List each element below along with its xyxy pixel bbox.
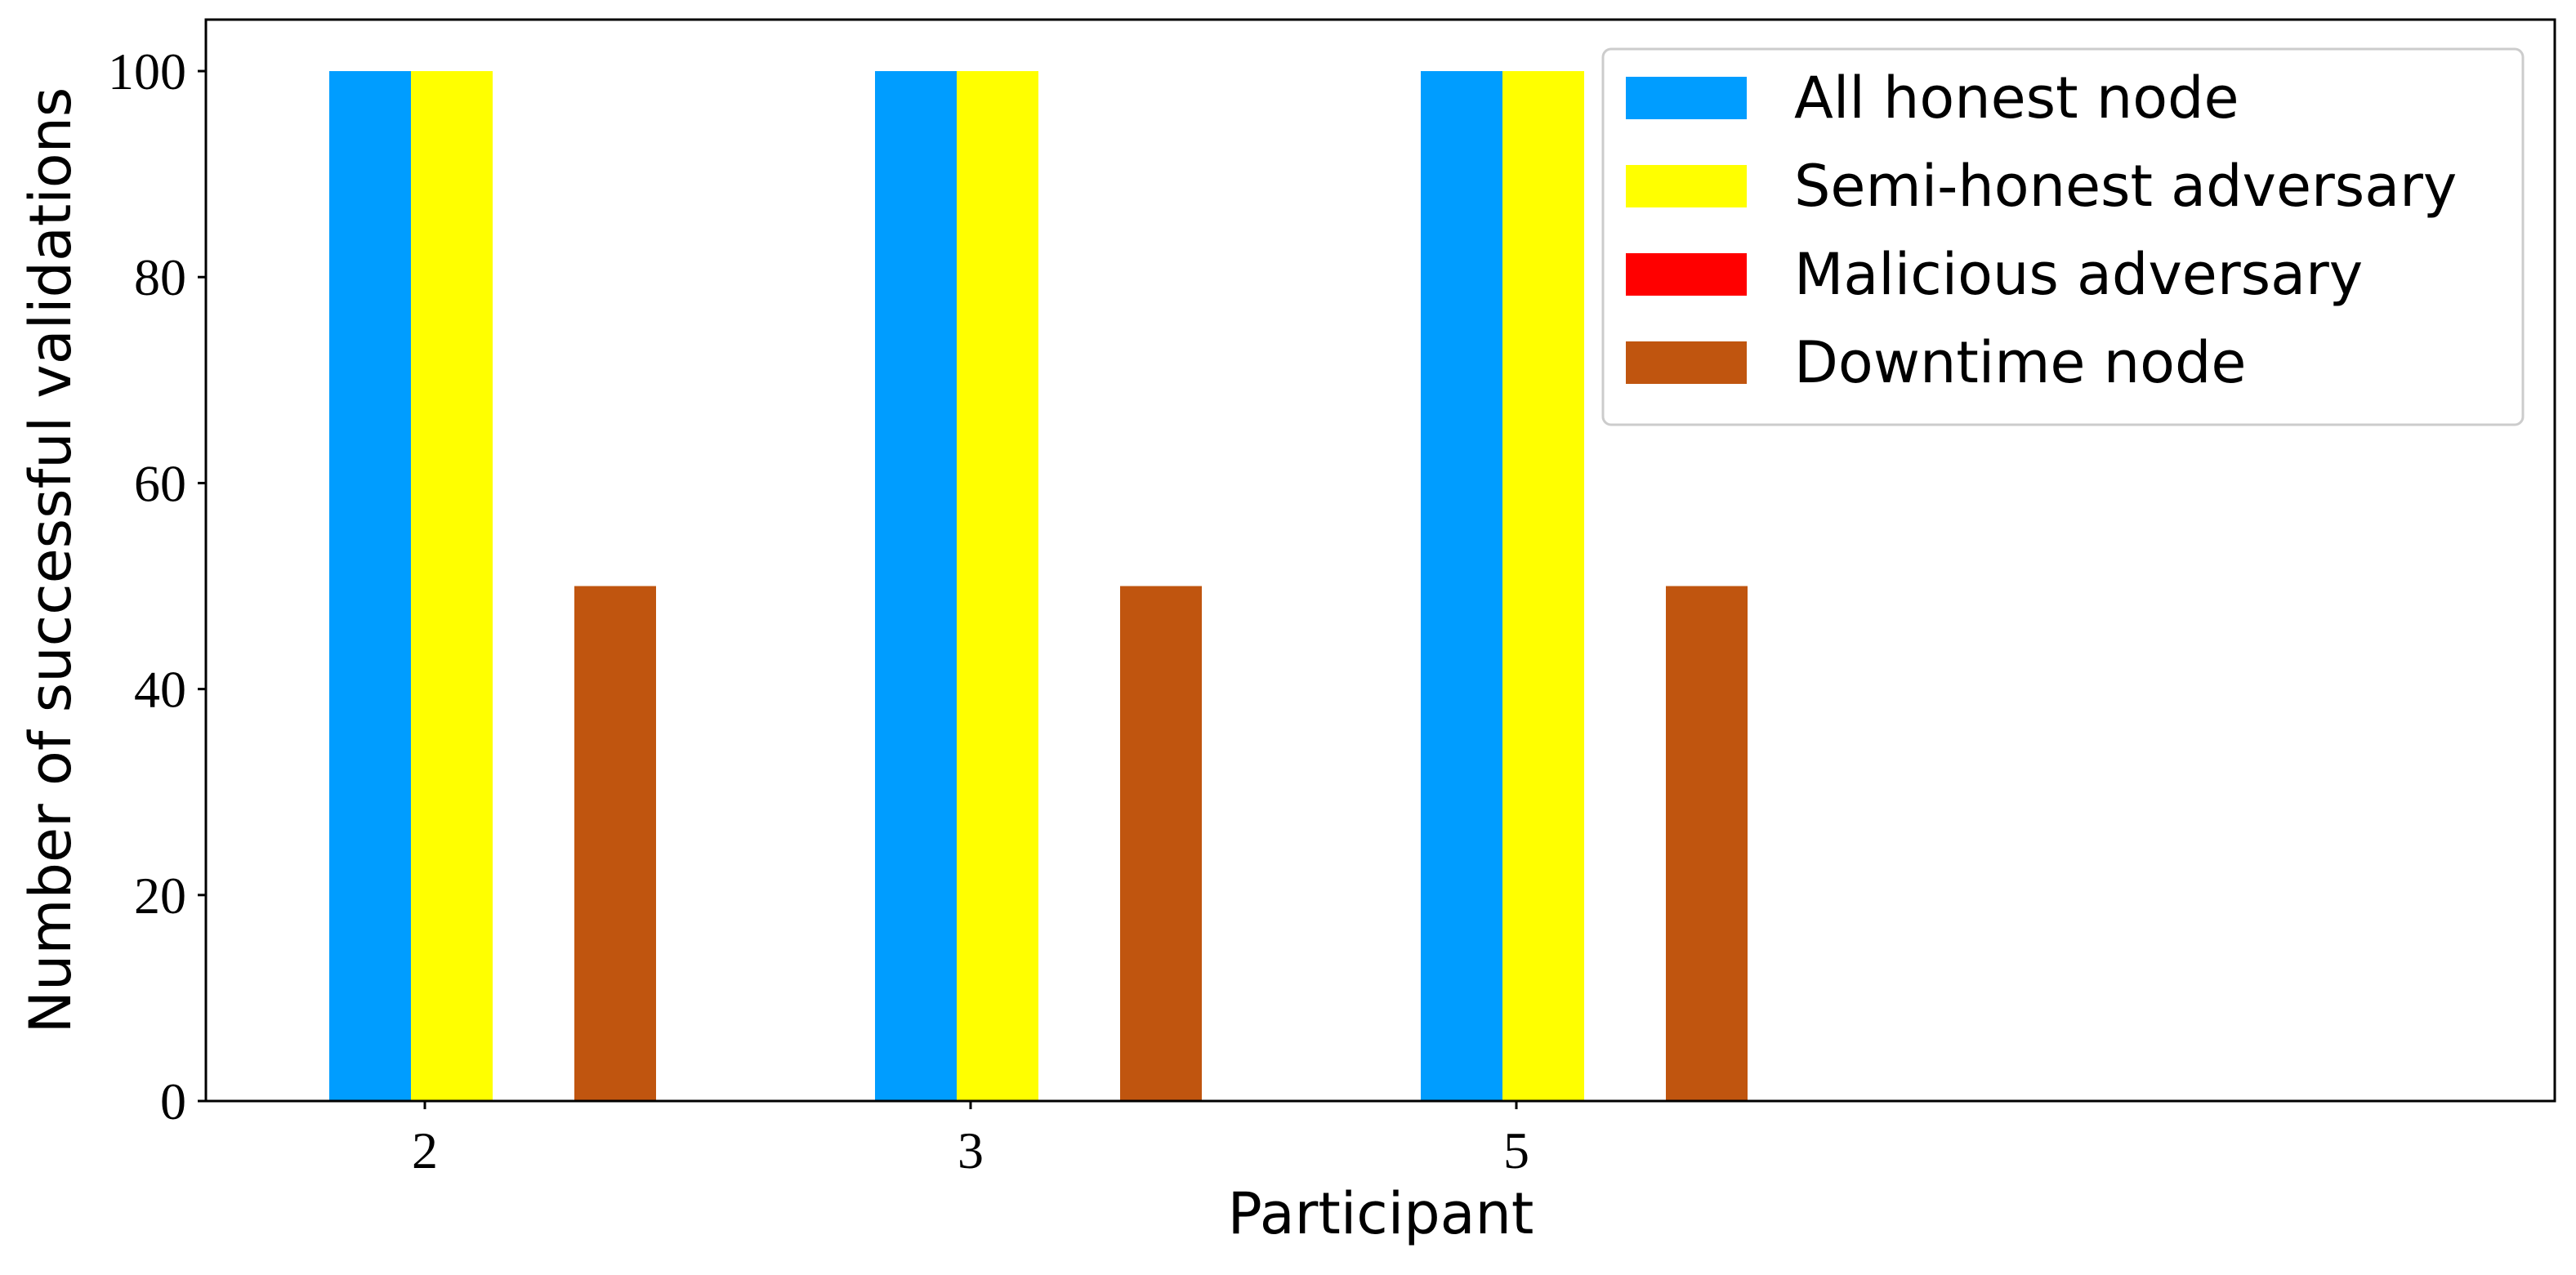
bar-all-honest-node-participant-5 xyxy=(1421,71,1502,1102)
bar-downtime-node-participant-5 xyxy=(1666,586,1748,1101)
y-tick-label-60: 60 xyxy=(134,454,186,512)
bars-layer xyxy=(329,71,1748,1102)
legend-items: All honest node Semi-honest adversary Mali… xyxy=(1626,65,2457,396)
legend-swatch-semi-honest-adversary xyxy=(1626,165,1747,207)
legend-label-all-honest-node: All honest node xyxy=(1794,65,2239,132)
x-axis-title: Participant xyxy=(1228,1180,1534,1247)
y-tick-label-40: 40 xyxy=(134,661,186,719)
bar-all-honest-node-participant-3 xyxy=(875,71,957,1102)
y-tick-label-0: 0 xyxy=(160,1072,186,1130)
y-axis-ticks: 0 20 40 60 80 100 xyxy=(108,42,206,1130)
legend-label-semi-honest-adversary: Semi-honest adversary xyxy=(1794,153,2457,220)
legend-box xyxy=(1601,47,2525,426)
y-tick-label-80: 80 xyxy=(134,248,186,306)
plot-frame xyxy=(204,18,2556,1103)
bar-semi-honest-adversary-participant-5 xyxy=(1502,71,1584,1102)
x-tick-label-3: 3 xyxy=(958,1121,984,1179)
x-tick-label-2: 2 xyxy=(412,1121,438,1179)
legend-label-downtime-node: Downtime node xyxy=(1794,329,2246,396)
y-tick-label-20: 20 xyxy=(134,867,186,925)
bar-downtime-node-participant-2 xyxy=(574,586,656,1101)
x-axis-ticks: 2 3 5 xyxy=(412,1101,1529,1179)
legend-swatch-malicious-adversary xyxy=(1626,253,1747,296)
y-axis-title: Number of successful validations xyxy=(17,87,84,1034)
legend-label-malicious-adversary: Malicious adversary xyxy=(1794,241,2363,308)
bar-downtime-node-participant-3 xyxy=(1120,586,1202,1101)
bar-semi-honest-adversary-participant-2 xyxy=(411,71,493,1102)
bar-semi-honest-adversary-participant-3 xyxy=(957,71,1038,1102)
legend-swatch-all-honest-node xyxy=(1626,77,1747,119)
y-tick-label-100: 100 xyxy=(108,42,186,100)
x-tick-label-5: 5 xyxy=(1503,1121,1529,1179)
legend-swatch-downtime-node xyxy=(1626,341,1747,384)
legend: All honest node Semi-honest adversary Mali… xyxy=(1601,47,2525,426)
bar-all-honest-node-participant-2 xyxy=(329,71,411,1102)
